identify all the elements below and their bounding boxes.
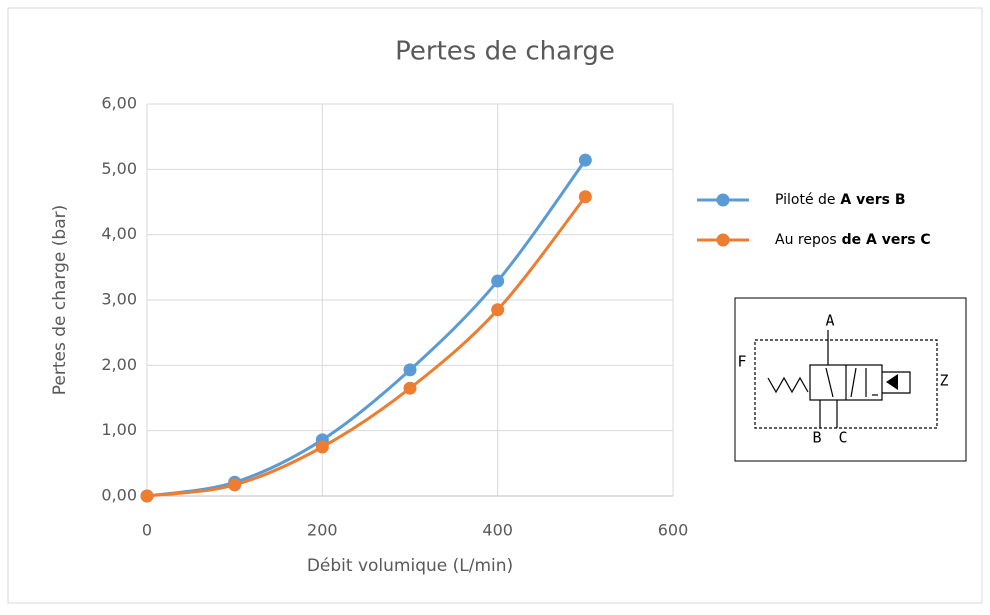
legend-label-part: A [861,232,877,248]
flow-arrow [825,367,834,398]
diagram-label: C [838,429,847,447]
data-point [578,190,592,204]
x-tick-label: 200 [307,521,338,540]
flow-arrow [850,367,857,398]
spring [767,376,809,394]
legend-label-part: A [836,192,852,208]
y-tick-label: 2,00 [101,355,137,374]
data-point [491,274,505,288]
legend-label-part: C [916,232,931,248]
data-point [403,363,417,377]
data-point [491,303,505,317]
legend-label: Piloté de A vers B [775,192,906,208]
data-point [578,153,592,167]
data-point [228,478,242,492]
x-axis-label: Débit volumique (L/min) [307,556,513,576]
x-tick-label: 0 [142,521,152,540]
y-tick-label: 4,00 [101,224,137,243]
legend-label-part: repos [793,232,836,248]
y-tick-label: 1,00 [101,420,137,439]
y-axis-label: Pertes de charge (bar) [50,205,70,395]
diagram-label: A [825,312,834,330]
legend-label-part: Au [775,232,793,248]
diagram-label: B [812,429,821,447]
y-tick-label: 3,00 [101,290,137,309]
legend-label-part: Piloté [775,192,814,208]
y-tick-label: 5,00 [101,159,137,178]
legend-label: Au repos de A vers C [775,232,931,248]
legend-label-part: vers [851,192,890,208]
legend-marker [716,193,730,207]
legend-label-part: B [890,192,906,208]
diagram-label: F [737,353,746,371]
diagram-box [734,297,967,462]
data-point [315,440,329,454]
chart-title: Pertes de charge [395,37,615,67]
pilot-line [754,339,938,429]
y-tick-label: 6,00 [101,94,137,113]
diagram-label: Z [939,372,948,390]
x-tick-label: 400 [482,521,513,540]
pilot [882,371,911,394]
data-point [403,381,417,395]
y-tick-label: 0,00 [101,486,137,505]
x-tick-label: 600 [658,521,689,540]
legend-marker [716,233,730,247]
pilot-arrow [886,374,898,390]
legend-label-part: vers [877,232,916,248]
data-point [140,489,154,503]
legend-label-part: de [814,192,836,208]
legend-label-part: de [837,232,861,248]
valve-diagram: A F Z B C [734,297,967,462]
